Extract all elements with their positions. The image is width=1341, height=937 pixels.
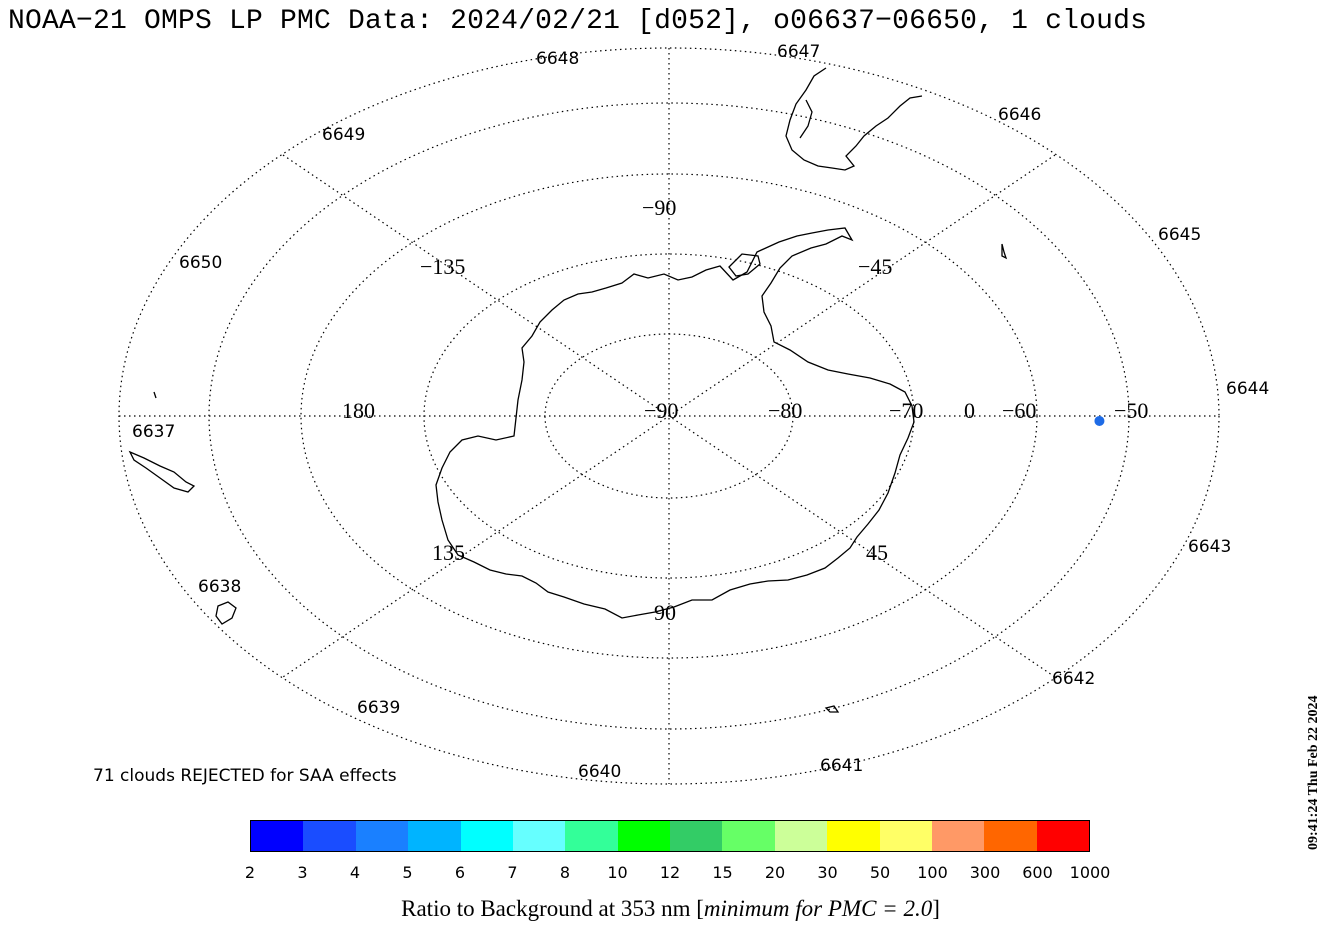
colorbar-tick-label: 600 (1022, 863, 1053, 882)
colorbar-tick-label: 12 (659, 863, 681, 882)
orbit-label: 6643 (1188, 537, 1231, 557)
colorbar-segment (408, 821, 461, 851)
orbit-label: 6638 (198, 577, 241, 597)
colorbar-segment (984, 821, 1037, 851)
meridian-45-135 (282, 154, 1056, 678)
timestamp: 09:41:24 Thu Feb 22 2024 (1306, 695, 1321, 850)
longitude-label: 45 (866, 540, 888, 565)
colorbar-tick-label: 1000 (1069, 863, 1111, 882)
colorbar-tick-label: 5 (402, 863, 413, 882)
colorbar-segment (827, 821, 880, 851)
map-grid (118, 47, 1220, 785)
grid-labels: −90 −80 −70 0 −60 −50 −90 −135 −45 180 1… (342, 195, 1148, 625)
latitude-label: −50 (1114, 398, 1148, 423)
orbit-label: 6639 (357, 698, 400, 718)
orbit-label: 6640 (578, 762, 621, 782)
cloud-marker (1094, 415, 1105, 426)
coastline (128, 67, 1008, 713)
colorbar-tick-label: 3 (297, 863, 308, 882)
colorbar-segment (460, 821, 513, 851)
latitude-label: −60 (1002, 398, 1036, 423)
cloud-markers (1094, 415, 1105, 426)
colorbar-tick-label: 50 (869, 863, 891, 882)
colorbar-segment (355, 821, 409, 851)
colorbar-tick-label: 8 (559, 863, 571, 882)
colorbar-segment (251, 821, 304, 851)
colorbar-tick-label: 7 (507, 863, 518, 882)
colorbar-segment (879, 821, 932, 851)
colorbar-tick-label: 4 (349, 863, 361, 882)
colorbar-segment (303, 821, 356, 851)
longitude-label: 180 (342, 398, 375, 423)
new-zealand-island (128, 450, 196, 493)
colorbar-segment (565, 821, 618, 851)
longitude-label: 90 (654, 600, 676, 625)
colorbar (250, 820, 1090, 852)
colorbar-label-italic: minimum for PMC = 2.0 (703, 896, 933, 921)
longitude-label: −135 (420, 254, 465, 279)
south-georgia-island (1001, 243, 1008, 260)
colorbar-segment (1036, 821, 1089, 851)
tasmania-island (215, 601, 237, 625)
colorbar-tick-label: 2 (244, 863, 256, 882)
orbit-label: 6641 (820, 756, 863, 776)
antarctic-peninsula-tip (728, 253, 761, 277)
colorbar-label: Ratio to Background at 353 nm [minimum f… (0, 896, 1341, 922)
orbit-label: 6644 (1226, 379, 1269, 399)
colorbar-segment (670, 821, 723, 851)
kerguelen-island (824, 705, 840, 713)
orbit-label: 6650 (179, 253, 222, 273)
orbit-label: 6646 (998, 105, 1041, 125)
orbit-labels: 6637 6638 6639 6640 6641 6642 6643 6644 … (132, 42, 1269, 782)
orbit-label: 6645 (1158, 225, 1201, 245)
orbit-label: 6647 (777, 42, 820, 62)
orbit-label: 6649 (322, 125, 365, 145)
orbit-label: 6648 (536, 49, 579, 69)
page-title: NOAA−21 OMPS LP PMC Data: 2024/02/21 [d0… (8, 6, 1148, 37)
colorbar-label-end: ] (932, 896, 940, 921)
latitude-label: −70 (889, 398, 923, 423)
colorbar-segment (931, 821, 985, 851)
zero-label: 0 (964, 398, 975, 423)
colorbar-tick-label: 30 (817, 863, 838, 882)
colorbar-label-main: Ratio to Background at 353 nm [ (401, 896, 704, 921)
latitude-label: −80 (768, 398, 802, 423)
south-america-coastline (785, 67, 923, 171)
colorbar-segment (617, 821, 670, 851)
colorbar-tick-label: 15 (712, 863, 733, 882)
colorbar-ticks: 2 3 4 5 6 7 8 10 12 15 20 30 50 100 300 600 1000 (230, 863, 1130, 885)
colorbar-tick-label: 10 (607, 863, 628, 882)
longitude-label: 135 (432, 540, 465, 565)
latitude-circle-60 (300, 173, 1038, 659)
colorbar-tick-label: 6 (454, 863, 466, 882)
colorbar-segment (722, 821, 775, 851)
colorbar-tick-label: 300 (969, 863, 1001, 882)
colorbar-tick-label: 100 (917, 863, 948, 882)
orbit-label: 6637 (132, 422, 175, 442)
small-island-left (153, 391, 157, 399)
rejected-clouds-note: 71 clouds REJECTED for SAA effects (93, 766, 397, 786)
longitude-label: −45 (858, 254, 892, 279)
longitude-label: −90 (642, 195, 676, 220)
antarctica-coastline (435, 227, 915, 619)
colorbar-segment (512, 821, 566, 851)
colorbar-segment (774, 821, 828, 851)
latitude-label: −90 (644, 398, 678, 423)
orbit-label: 6642 (1052, 669, 1095, 689)
colorbar-tick-label: 20 (764, 863, 786, 882)
